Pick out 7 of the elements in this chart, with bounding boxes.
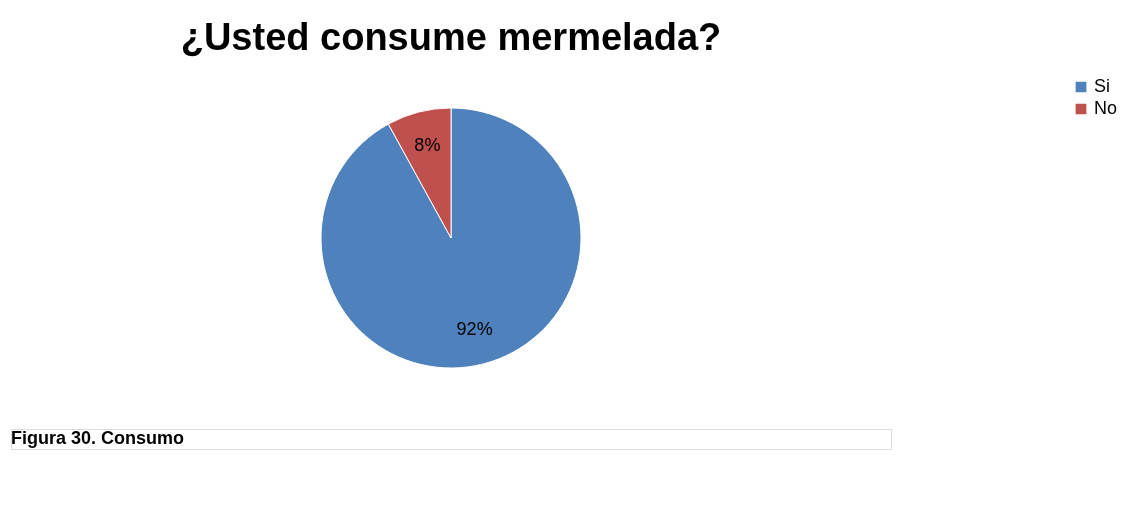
text: Figura 30. Consumo: [11, 428, 185, 448]
legend-label: No: [1094, 98, 1118, 118]
chart-title: ¿Usted consume mermelada?: [180, 16, 722, 58]
data-label: 92%: [456, 319, 493, 340]
pie-slice: [320, 107, 582, 369]
data-label: 8%: [414, 134, 441, 155]
legend-label: Si: [1094, 76, 1111, 96]
